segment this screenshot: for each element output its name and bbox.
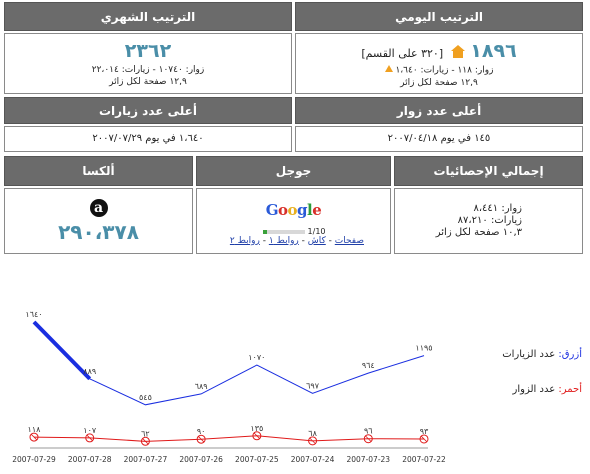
series-point: [252, 431, 262, 441]
series-point-cross: [253, 432, 261, 440]
up-arrow-icon: [384, 64, 393, 76]
totals-header: إجمالي الإحصائيات: [394, 156, 583, 186]
x-tick-label: 2007-07-23: [346, 455, 390, 464]
pagerank-value: 1/10: [307, 227, 326, 236]
data-label: ٩٣: [420, 427, 429, 436]
legend-visits-color: أزرق:: [558, 349, 582, 360]
data-label: ٦٢: [141, 429, 150, 438]
daily-rank-header-text: الترتيب اليومي: [395, 9, 483, 24]
series-point: [196, 434, 206, 444]
alexa-header: ألكسا: [4, 156, 193, 186]
daily-stats-text: زوار: ١١٨ - زيارات: ١،٦٤٠: [395, 65, 494, 76]
google-links: صفحات - كاش - روابط ١ - روابط ٢: [229, 236, 364, 246]
top-visits-header-text: أعلى عدد زيارات: [99, 103, 197, 118]
data-label: ٩٦٤: [362, 361, 375, 370]
data-label: ٥٤٥: [139, 393, 152, 402]
legend-visitors-label: عدد الزوار: [512, 384, 556, 395]
data-label: ١٠٧٠: [248, 353, 265, 362]
daily-stats: زوار: ١١٨ - زيارات: ١،٦٤٠: [296, 64, 582, 77]
data-label: ١٠٧: [83, 426, 97, 435]
data-label: ٦٩٧: [306, 381, 320, 390]
series-point: [419, 434, 429, 444]
series-point-cross: [197, 435, 205, 443]
data-label: ٦٨٩: [195, 382, 208, 391]
data-label: ٦٨: [308, 429, 317, 438]
data-label: ٩٦: [364, 427, 373, 436]
daily-rank-box: ١٨٩٦ [٣٢٠ على القسم] زوار: ١١٨ - زيارات:…: [295, 33, 583, 94]
series-point: [29, 432, 39, 442]
x-tick-label: 2007-07-27: [124, 455, 168, 464]
series-point-cross: [365, 435, 372, 443]
data-label: ١٦٤٠: [25, 310, 42, 319]
legend-visitors-color: أحمر:: [558, 384, 582, 395]
x-tick-label: 2007-07-22: [402, 455, 446, 464]
daily-rank-line: ١٨٩٦ [٣٢٠ على القسم]: [296, 40, 582, 62]
totals-visits: زيارات: ٨٧،٢١٠: [457, 215, 522, 226]
top-visitors-box: ١٤٥ في يوم ٢٠٠٧/٠٤/١٨: [295, 126, 583, 152]
totals-visitors: زوار: ٨،٤٤١: [473, 203, 522, 214]
google-links1-link[interactable]: روابط ١: [268, 236, 299, 246]
monthly-rank-header-text: الترتيب الشهري: [100, 9, 196, 24]
top-visits-header: أعلى عدد زيارات: [4, 97, 292, 124]
top-visits-box: ١،٦٤٠ في يوم ٢٠٠٧/٠٧/٢٩: [4, 126, 292, 152]
data-label: ٨٨٩: [83, 367, 96, 376]
alexa-box: a ٢٩٠،٣٧٨: [4, 188, 193, 254]
pagerank-bar: [263, 229, 305, 234]
x-tick-label: 2007-07-28: [68, 455, 112, 464]
totals-pages-per-visitor: ١٠,٣ صفحة لكل زائر: [435, 227, 522, 238]
series-line-1: [33, 435, 425, 442]
legend-visits-label: عدد الزيارات: [502, 349, 556, 360]
google-pages-link[interactable]: صفحات: [334, 236, 364, 246]
series-point-cross: [86, 434, 93, 442]
legend-visitors: أحمر: عدد الزوار: [513, 384, 582, 395]
series-point: [363, 434, 373, 444]
top-visits-value: ١،٦٤٠ في يوم ٢٠٠٧/٠٧/٢٩: [92, 133, 204, 144]
data-label: ١١٨: [28, 425, 42, 434]
google-box: Google 1/10 صفحات - كاش - روابط ١ - رواب…: [196, 188, 391, 254]
daily-rank-header: الترتيب اليومي: [295, 2, 583, 31]
x-tick-label: 2007-07-26: [179, 455, 223, 464]
google-header: جوجل: [196, 156, 391, 186]
series-point-cross: [420, 435, 428, 443]
daily-rank-value: ١٨٩٦: [470, 40, 517, 62]
totals-box: زوار: ٨،٤٤١ زيارات: ٨٧،٢١٠ ١٠,٣ صفحة لكل…: [394, 188, 583, 254]
series-line-highlight: [32, 320, 92, 381]
top-visitors-value: ١٤٥ في يوم ٢٠٠٧/٠٤/١٨: [387, 133, 491, 144]
data-label: ١٣٥: [250, 424, 263, 433]
x-tick-label: 2007-07-29: [12, 455, 56, 464]
series-point-cross: [309, 437, 316, 445]
top-visitors-header: أعلى عدد زوار: [295, 97, 583, 124]
daily-category-rank: [٣٢٠ على القسم]: [361, 47, 444, 60]
google-logo: Google: [265, 201, 322, 219]
top-visitors-header-text: أعلى عدد زوار: [396, 103, 482, 118]
google-cache-link[interactable]: كاش: [307, 236, 326, 246]
data-label: ٩٠: [197, 427, 206, 436]
monthly-rank-value: ٢٣٦٢: [124, 40, 172, 62]
legend-visits: أزرق: عدد الزيارات: [502, 349, 582, 360]
x-tick-label: 2007-07-25: [235, 455, 279, 464]
monthly-stats: زوار: ١٠٧٤٠ - زيارات: ٢٢،٠١٤: [91, 65, 205, 75]
series-line-0: [33, 321, 425, 406]
visits-chart: ١٦٤٠ ٨٨٩ ٥٤٥ ٦٨٩ ١٠٧٠ ٦٩٧ ٩٦٤ ١١٩٥ ١١٨ ١٠٧ ٦٢ ٩٠ ١٣٥…: [12, 310, 446, 464]
daily-pages-per-visitor: ١٢,٩ صفحة لكل زائر: [400, 77, 478, 88]
alexa-logo-wrap: a: [5, 199, 192, 217]
series-point-cross: [30, 433, 38, 441]
totals-header-text: إجمالي الإحصائيات: [433, 164, 544, 178]
series-point: [140, 436, 150, 446]
monthly-rank-box: ٢٣٦٢ زوار: ١٠٧٤٠ - زيارات: ٢٢،٠١٤ ١٢,٩ ص…: [4, 33, 292, 94]
series-point-cross: [142, 438, 149, 445]
series-point: [85, 433, 95, 443]
monthly-rank-header: الترتيب الشهري: [4, 2, 292, 31]
google-links2-link[interactable]: روابط ٢: [229, 236, 260, 246]
google-header-text: جوجل: [275, 164, 312, 178]
alexa-header-text: ألكسا: [82, 164, 115, 178]
alexa-logo-icon: a: [89, 199, 108, 217]
alexa-rank-value: ٢٩٠،٣٧٨: [58, 220, 139, 244]
pagerank-row: 1/10: [263, 227, 326, 236]
data-label: ١١٩٥: [415, 344, 432, 353]
house-icon: [451, 43, 466, 62]
x-tick-label: 2007-07-24: [291, 455, 335, 464]
monthly-pages-per-visitor: ١٢,٩ صفحة لكل زائر: [109, 77, 187, 87]
series-point: [308, 436, 318, 446]
